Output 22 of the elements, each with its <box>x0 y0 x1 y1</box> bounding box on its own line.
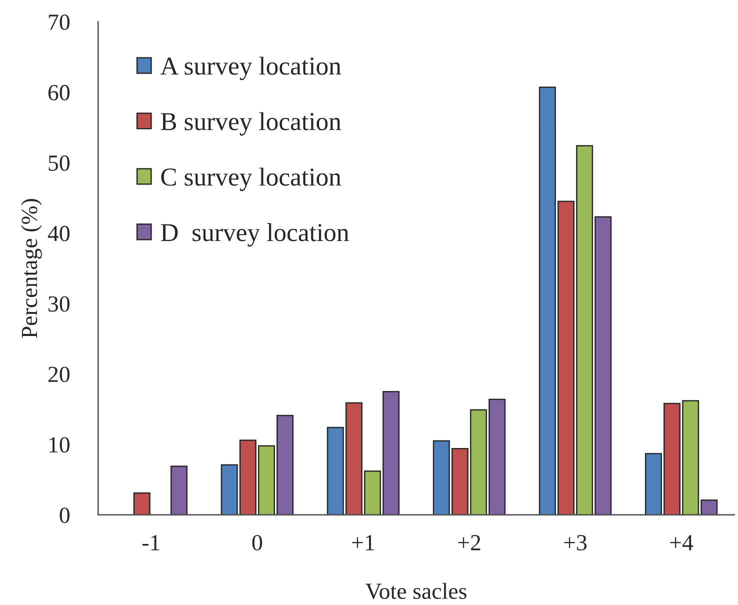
y-axis-title: Percentage (%) <box>21 199 42 338</box>
legend-label: C survey location <box>161 168 342 192</box>
y-tick-label: 70 <box>48 14 70 30</box>
legend-label: D survey location <box>160 223 349 247</box>
y-tick-label: 20 <box>48 366 70 382</box>
y-tick-label: 50 <box>48 155 70 171</box>
x-tick-label: +1 <box>352 535 374 550</box>
x-tick-label: +2 <box>458 535 480 550</box>
y-tick-label: 10 <box>49 437 70 453</box>
y-tick-label: 60 <box>48 84 70 100</box>
y-tick-label: 30 <box>48 296 70 312</box>
legend-label: A survey location <box>160 56 342 80</box>
x-tick-label: +4 <box>670 535 694 550</box>
x-tick-label: +3 <box>564 535 587 550</box>
x-tick-label: 0 <box>252 534 262 550</box>
legend-label: B survey location <box>160 112 342 136</box>
x-axis-title: Vote sacles <box>365 582 466 600</box>
y-tick-label: 40 <box>48 226 70 242</box>
bar <box>170 466 188 515</box>
bar <box>133 492 150 515</box>
y-tick-label: 0 <box>60 508 70 524</box>
x-tick-label: -1 <box>142 535 160 550</box>
